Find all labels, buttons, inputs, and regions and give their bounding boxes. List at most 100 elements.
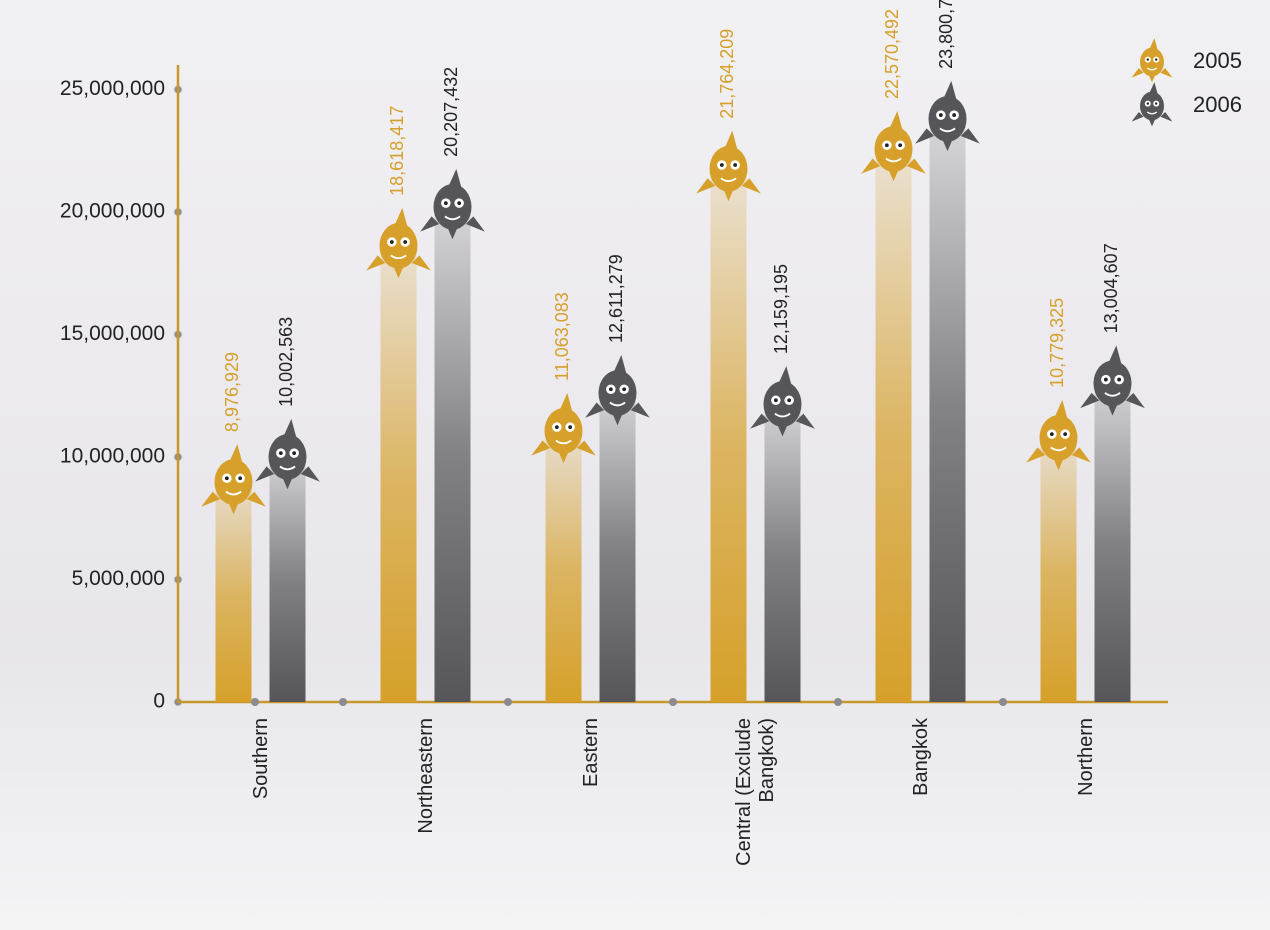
fish-pupil — [443, 201, 448, 206]
fish-pupil — [1146, 102, 1149, 105]
fish-body — [544, 408, 583, 454]
bar — [929, 118, 966, 702]
fish-pupil — [278, 451, 283, 456]
fish-pupil — [773, 398, 778, 403]
bar — [269, 456, 306, 702]
fish-body — [1140, 47, 1164, 77]
fish-fin — [201, 444, 266, 515]
fish-mouth — [1146, 111, 1158, 115]
y-tick-label: 5,000,000 — [72, 567, 165, 590]
fish-pupil — [787, 398, 792, 403]
fish-fin — [585, 355, 650, 426]
x-tick-label: Southern — [249, 718, 271, 800]
fish-fin — [531, 392, 596, 464]
fish-icon — [750, 366, 815, 437]
bar — [380, 245, 417, 702]
fish-pupil — [1049, 432, 1054, 437]
fish-fin — [696, 130, 761, 202]
x-tick-label: Eastern — [579, 718, 601, 787]
fish-pupil — [457, 201, 462, 206]
y-tick-label: 20,000,000 — [60, 200, 165, 223]
value-label: 12,159,195 — [771, 264, 791, 354]
bar — [599, 393, 636, 702]
bar — [875, 149, 912, 702]
fish-pupil — [719, 163, 724, 167]
fish-body — [1140, 91, 1164, 121]
fish-pupil — [733, 163, 738, 167]
fish-icon — [1131, 82, 1173, 127]
x-tick-label: Northern — [1074, 718, 1096, 796]
fish-mouth — [774, 412, 791, 418]
value-label: 21,764,209 — [717, 29, 737, 119]
bar — [545, 430, 582, 702]
fish-icon — [531, 392, 596, 464]
fish-mouth — [555, 439, 572, 445]
fish-pupil — [608, 387, 613, 392]
fish-fin — [915, 80, 980, 152]
fish-pupil — [1063, 432, 1068, 437]
fish-body — [379, 223, 418, 269]
y-tick-label: 25,000,000 — [60, 77, 165, 100]
value-label: 11,063,083 — [552, 292, 572, 381]
x-axis-dot — [251, 698, 259, 706]
x-tick-label: Central (Exclude Bangkok) — [732, 718, 778, 866]
fish-body — [874, 126, 913, 172]
fish-mouth — [444, 215, 461, 221]
fish-body — [598, 370, 637, 416]
value-label: 20,207,432 — [441, 67, 461, 157]
fish-fin — [750, 366, 815, 437]
fish-mouth — [720, 177, 737, 183]
fish-mouth — [279, 465, 296, 471]
fish-pupil — [938, 113, 943, 117]
fish-pupil — [622, 387, 627, 392]
fish-icon — [420, 168, 485, 240]
x-axis-dot — [339, 698, 347, 706]
fish-mouth — [609, 401, 626, 407]
fish-body — [709, 145, 748, 192]
legend-label: 2005 — [1193, 48, 1242, 73]
fish-body — [268, 434, 307, 480]
fish-icon — [1131, 38, 1173, 83]
value-label: 8,976,929 — [222, 352, 242, 432]
fish-icon — [1080, 345, 1145, 416]
fish-body — [763, 381, 802, 427]
value-label: 12,611,279 — [606, 254, 626, 343]
fish-pupil — [1117, 377, 1122, 382]
value-label: 10,779,325 — [1047, 298, 1067, 388]
fish-pupil — [224, 476, 229, 481]
fish-mouth — [225, 490, 242, 496]
fish-pupil — [238, 476, 243, 481]
fish-mouth — [1104, 392, 1121, 397]
fish-pupil — [884, 143, 889, 148]
x-tick-label: Northeastern — [414, 718, 436, 834]
fish-mouth — [390, 254, 407, 260]
fish-pupil — [568, 425, 573, 430]
bar — [1040, 437, 1077, 702]
fish-pupil — [1103, 377, 1108, 382]
fish-icon — [366, 207, 431, 279]
fish-fin — [366, 207, 431, 279]
fish-pupil — [1155, 102, 1158, 105]
fish-mouth — [885, 157, 902, 163]
bar — [215, 482, 252, 702]
bar — [764, 404, 801, 702]
legend-label: 2006 — [1193, 92, 1242, 117]
x-tick-label: Bangkok — [909, 718, 931, 796]
fish-icon — [255, 418, 320, 490]
fish-fin — [861, 111, 926, 182]
x-axis-dot — [504, 698, 512, 706]
fish-body — [1093, 360, 1132, 407]
value-label: 10,002,563 — [276, 317, 296, 407]
fish-fin — [255, 418, 320, 490]
fish-icon — [585, 355, 650, 426]
fish-mouth — [1050, 446, 1067, 452]
fish-pupil — [403, 240, 408, 244]
fish-pupil — [389, 240, 394, 244]
fish-fin — [1131, 82, 1173, 127]
fish-fin — [1080, 345, 1145, 416]
fish-body — [1039, 415, 1078, 461]
bar — [710, 168, 747, 703]
fish-mouth — [1146, 67, 1158, 71]
